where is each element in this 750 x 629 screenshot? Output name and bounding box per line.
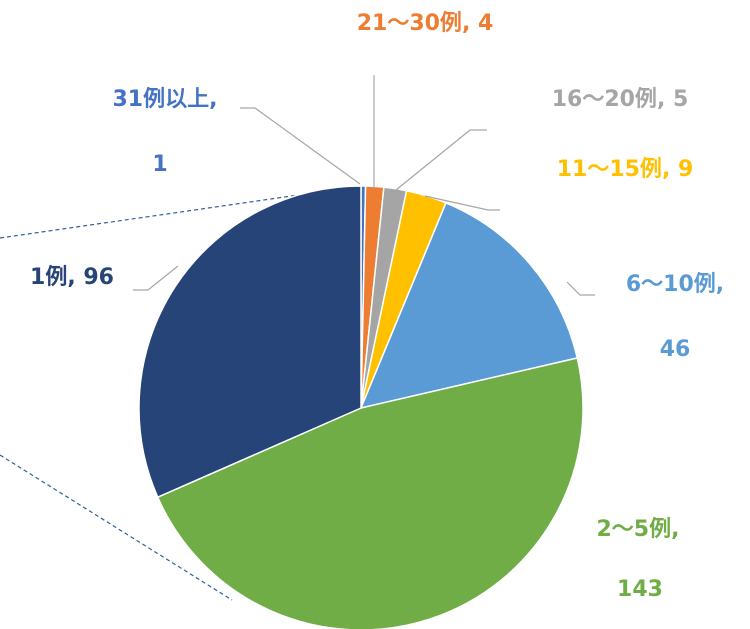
data-label: 6～10例, bbox=[626, 272, 724, 297]
label-separator: , bbox=[671, 517, 679, 542]
label-separator: , bbox=[657, 87, 673, 112]
label-category: 16～20例 bbox=[552, 87, 657, 112]
data-label: 31例以上, bbox=[113, 87, 218, 112]
label-value: 96 bbox=[83, 265, 114, 290]
label-separator: , bbox=[67, 265, 83, 290]
label-category: 2～5例 bbox=[597, 517, 672, 542]
slice bbox=[359, 201, 579, 410]
data-label: 2～5例, bbox=[597, 517, 680, 542]
label-category: 11～15例 bbox=[557, 157, 662, 182]
label-separator: , bbox=[462, 11, 478, 36]
label-category: 21～30例 bbox=[357, 11, 462, 36]
leader-line bbox=[424, 195, 500, 211]
leader-line bbox=[395, 129, 487, 191]
leader-line bbox=[566, 281, 595, 296]
leader-lines bbox=[133, 75, 595, 296]
label-separator: , bbox=[662, 157, 678, 182]
label-separator: , bbox=[209, 87, 217, 112]
label-value: 5 bbox=[673, 87, 688, 112]
label-category: 31例以上 bbox=[113, 87, 210, 112]
data-label: 21～30例, 4 bbox=[357, 11, 494, 36]
label-value: 4 bbox=[478, 11, 493, 36]
data-label-value: 46 bbox=[660, 337, 691, 362]
label-category: 1例 bbox=[30, 265, 67, 290]
data-label-value: 1 bbox=[152, 152, 167, 177]
data-label: 16～20例, 5 bbox=[552, 87, 689, 112]
slice bbox=[156, 357, 584, 629]
data-label: 11～15例, 9 bbox=[557, 157, 694, 182]
data-labels: 31例以上, 1 21～30例, 4 16～20例, 5 11～15例, 9 6～10例… bbox=[30, 11, 724, 602]
leader-line bbox=[240, 107, 361, 185]
connector-line bbox=[0, 454, 233, 601]
slice bbox=[138, 185, 362, 499]
label-category: 6～10例 bbox=[626, 272, 716, 297]
label-separator: , bbox=[716, 272, 724, 297]
leader-line bbox=[133, 265, 179, 291]
pie bbox=[138, 185, 584, 629]
data-label: 1例, 96 bbox=[30, 265, 114, 290]
label-value: 9 bbox=[678, 157, 693, 182]
data-label-value: 143 bbox=[617, 577, 663, 602]
